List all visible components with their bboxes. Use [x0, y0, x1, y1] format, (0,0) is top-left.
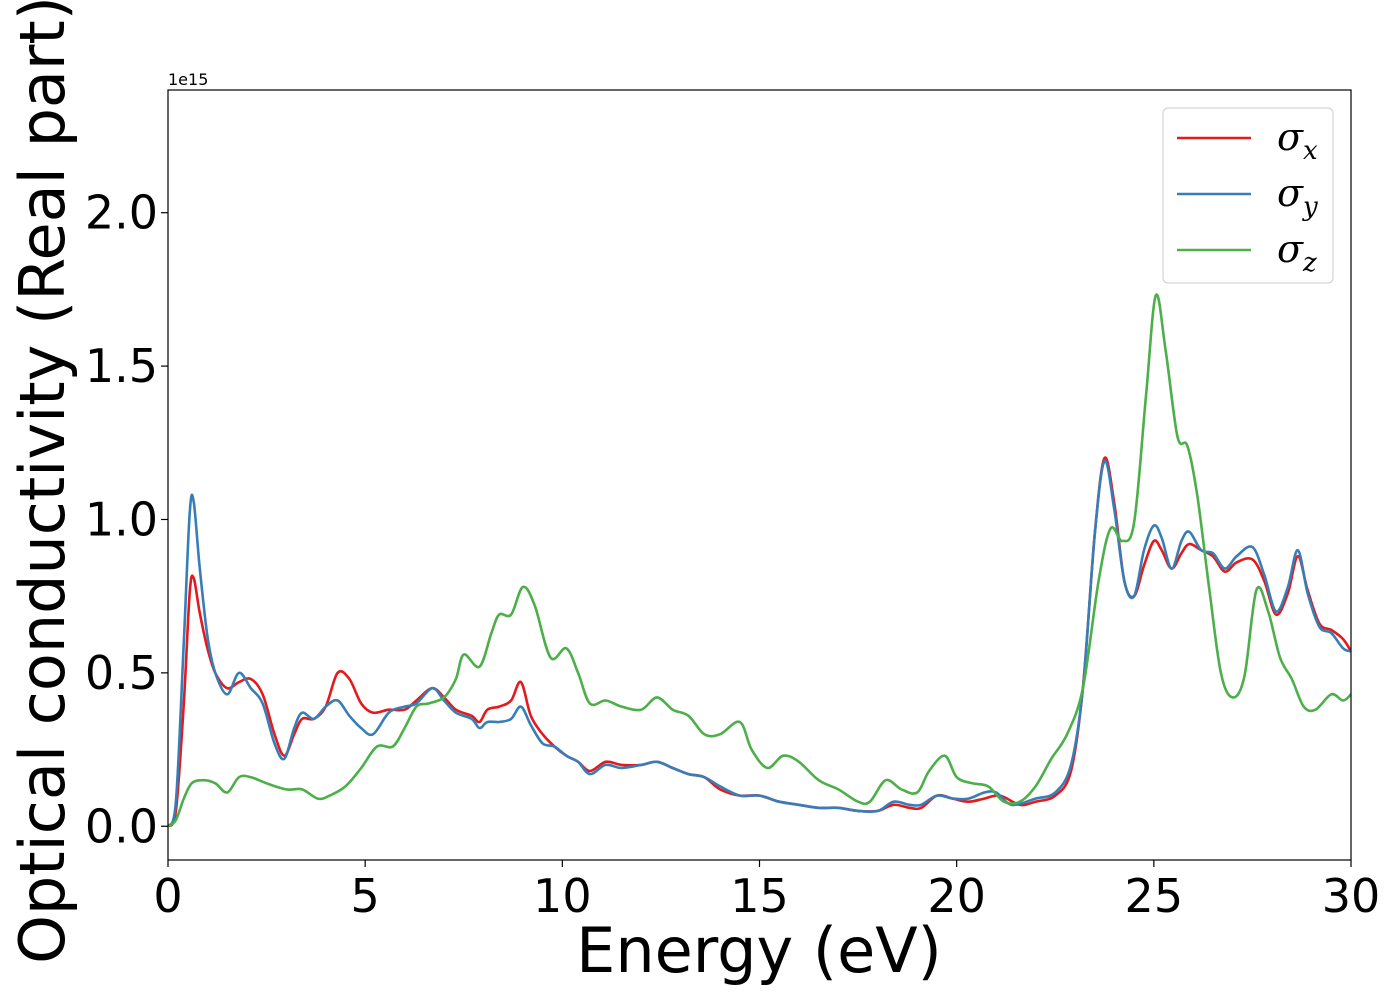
- x-tick-label: 10: [533, 869, 592, 923]
- legend-item-y: σy: [1177, 171, 1318, 222]
- x-axis-label: Energy (eV): [576, 914, 942, 987]
- series-line-y: [168, 459, 1351, 827]
- y-tick-label: 1.5: [85, 339, 158, 393]
- x-tick-label: 5: [351, 869, 380, 923]
- legend-item-x: σx: [1177, 115, 1318, 166]
- y-offset-label: 1e15: [168, 70, 208, 89]
- y-tick-label: 0.5: [85, 646, 158, 700]
- x-tick-label: 15: [730, 869, 789, 923]
- series-line-z: [168, 293, 1351, 828]
- series-line-x: [168, 456, 1351, 828]
- legend-item-z: σz: [1177, 227, 1317, 278]
- y-tick-label: 0.0: [85, 799, 158, 853]
- legend-label: σy: [1277, 171, 1318, 222]
- x-tick-label: 0: [153, 869, 182, 923]
- x-tick-label: 30: [1322, 869, 1381, 923]
- y-axis-ticks: 0.0 0.5 1.0 1.5 2.0: [85, 186, 168, 853]
- series-layer: [168, 293, 1351, 828]
- y-tick-label: 2.0: [85, 186, 158, 240]
- y-axis-label: Optical conductivity (Real part): [6, 0, 79, 964]
- legend-label: σx: [1277, 115, 1318, 166]
- x-tick-label: 20: [927, 869, 986, 923]
- x-axis-ticks: 0 5 10 15 20 25 30: [153, 860, 1380, 923]
- y-tick-label: 1.0: [85, 492, 158, 546]
- legend-box: [1162, 107, 1334, 284]
- legend-label: σz: [1277, 227, 1317, 278]
- x-tick-label: 25: [1125, 869, 1184, 923]
